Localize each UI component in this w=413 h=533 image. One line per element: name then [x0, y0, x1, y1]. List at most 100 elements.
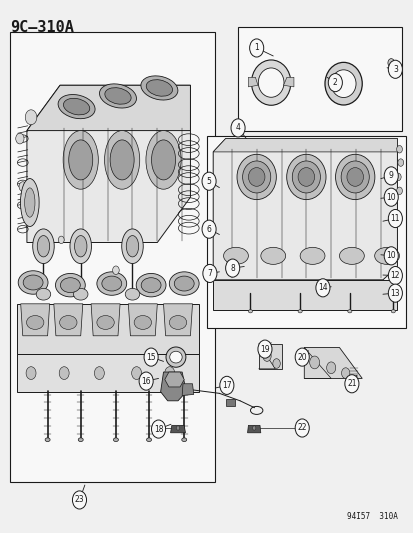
- Circle shape: [383, 167, 397, 185]
- Ellipse shape: [297, 167, 314, 187]
- Ellipse shape: [297, 310, 301, 313]
- Text: 3: 3: [392, 65, 397, 74]
- Ellipse shape: [18, 271, 48, 294]
- Text: 18: 18: [154, 425, 163, 433]
- Ellipse shape: [169, 351, 182, 363]
- FancyBboxPatch shape: [237, 27, 401, 131]
- Polygon shape: [54, 304, 83, 336]
- Ellipse shape: [104, 131, 139, 189]
- Text: 21: 21: [347, 379, 356, 388]
- Circle shape: [72, 491, 86, 509]
- Ellipse shape: [286, 155, 325, 199]
- Circle shape: [294, 348, 309, 366]
- Ellipse shape: [248, 167, 264, 187]
- Ellipse shape: [74, 288, 88, 300]
- Circle shape: [16, 133, 24, 144]
- Ellipse shape: [330, 70, 355, 98]
- Polygon shape: [21, 304, 50, 336]
- Ellipse shape: [166, 347, 185, 367]
- Ellipse shape: [174, 276, 194, 291]
- Circle shape: [309, 356, 319, 369]
- Circle shape: [202, 220, 216, 238]
- Ellipse shape: [104, 87, 131, 104]
- Polygon shape: [91, 304, 120, 336]
- Text: 15: 15: [146, 353, 156, 361]
- Circle shape: [396, 187, 401, 195]
- Circle shape: [151, 420, 165, 438]
- Ellipse shape: [140, 76, 178, 100]
- Circle shape: [219, 376, 233, 394]
- Polygon shape: [213, 280, 396, 310]
- Circle shape: [25, 110, 37, 125]
- Circle shape: [131, 367, 141, 379]
- Ellipse shape: [346, 167, 363, 187]
- Circle shape: [257, 340, 271, 358]
- Ellipse shape: [169, 316, 186, 329]
- Ellipse shape: [151, 140, 175, 180]
- Circle shape: [387, 284, 401, 302]
- Ellipse shape: [339, 247, 363, 264]
- Ellipse shape: [141, 278, 161, 293]
- Text: 12: 12: [390, 271, 399, 280]
- Circle shape: [383, 188, 397, 206]
- Circle shape: [387, 209, 401, 228]
- Ellipse shape: [36, 288, 50, 300]
- Polygon shape: [213, 139, 396, 280]
- Circle shape: [328, 74, 342, 92]
- Circle shape: [225, 259, 239, 277]
- Ellipse shape: [60, 278, 80, 293]
- Circle shape: [397, 159, 403, 166]
- Ellipse shape: [125, 288, 140, 300]
- Circle shape: [249, 39, 263, 57]
- Ellipse shape: [121, 229, 143, 263]
- Circle shape: [112, 266, 119, 274]
- Ellipse shape: [69, 140, 93, 180]
- Ellipse shape: [146, 438, 151, 441]
- Ellipse shape: [223, 247, 248, 264]
- Text: 13: 13: [389, 289, 399, 297]
- Polygon shape: [164, 372, 184, 387]
- Ellipse shape: [248, 310, 252, 313]
- Ellipse shape: [169, 272, 199, 295]
- Text: 6: 6: [206, 225, 211, 233]
- Polygon shape: [247, 425, 260, 433]
- Circle shape: [202, 172, 216, 190]
- Ellipse shape: [299, 247, 324, 264]
- Polygon shape: [304, 348, 361, 378]
- Polygon shape: [17, 354, 198, 392]
- Circle shape: [347, 376, 353, 384]
- Ellipse shape: [145, 131, 181, 189]
- Circle shape: [144, 348, 158, 366]
- Circle shape: [383, 247, 397, 265]
- Ellipse shape: [292, 161, 320, 193]
- Polygon shape: [225, 399, 235, 406]
- Circle shape: [230, 119, 244, 137]
- Text: 16: 16: [141, 377, 151, 385]
- Ellipse shape: [126, 236, 138, 257]
- Text: 10: 10: [385, 252, 395, 260]
- Text: 10: 10: [385, 193, 395, 201]
- Ellipse shape: [45, 438, 50, 441]
- Ellipse shape: [102, 276, 121, 291]
- Ellipse shape: [74, 236, 87, 257]
- Circle shape: [387, 59, 394, 67]
- Circle shape: [26, 367, 36, 379]
- Text: 20: 20: [297, 353, 306, 361]
- Polygon shape: [170, 425, 185, 433]
- Circle shape: [164, 367, 174, 379]
- Ellipse shape: [97, 316, 114, 329]
- Text: 22: 22: [297, 424, 306, 432]
- Circle shape: [262, 351, 271, 361]
- Ellipse shape: [260, 247, 285, 264]
- Circle shape: [394, 173, 400, 181]
- Polygon shape: [17, 304, 198, 354]
- Circle shape: [202, 264, 216, 282]
- Ellipse shape: [26, 316, 44, 329]
- Circle shape: [341, 368, 349, 378]
- Ellipse shape: [110, 140, 134, 180]
- Text: 2: 2: [332, 78, 337, 87]
- Text: 17: 17: [221, 381, 231, 390]
- Ellipse shape: [335, 155, 374, 199]
- Polygon shape: [283, 77, 293, 87]
- Circle shape: [387, 266, 401, 285]
